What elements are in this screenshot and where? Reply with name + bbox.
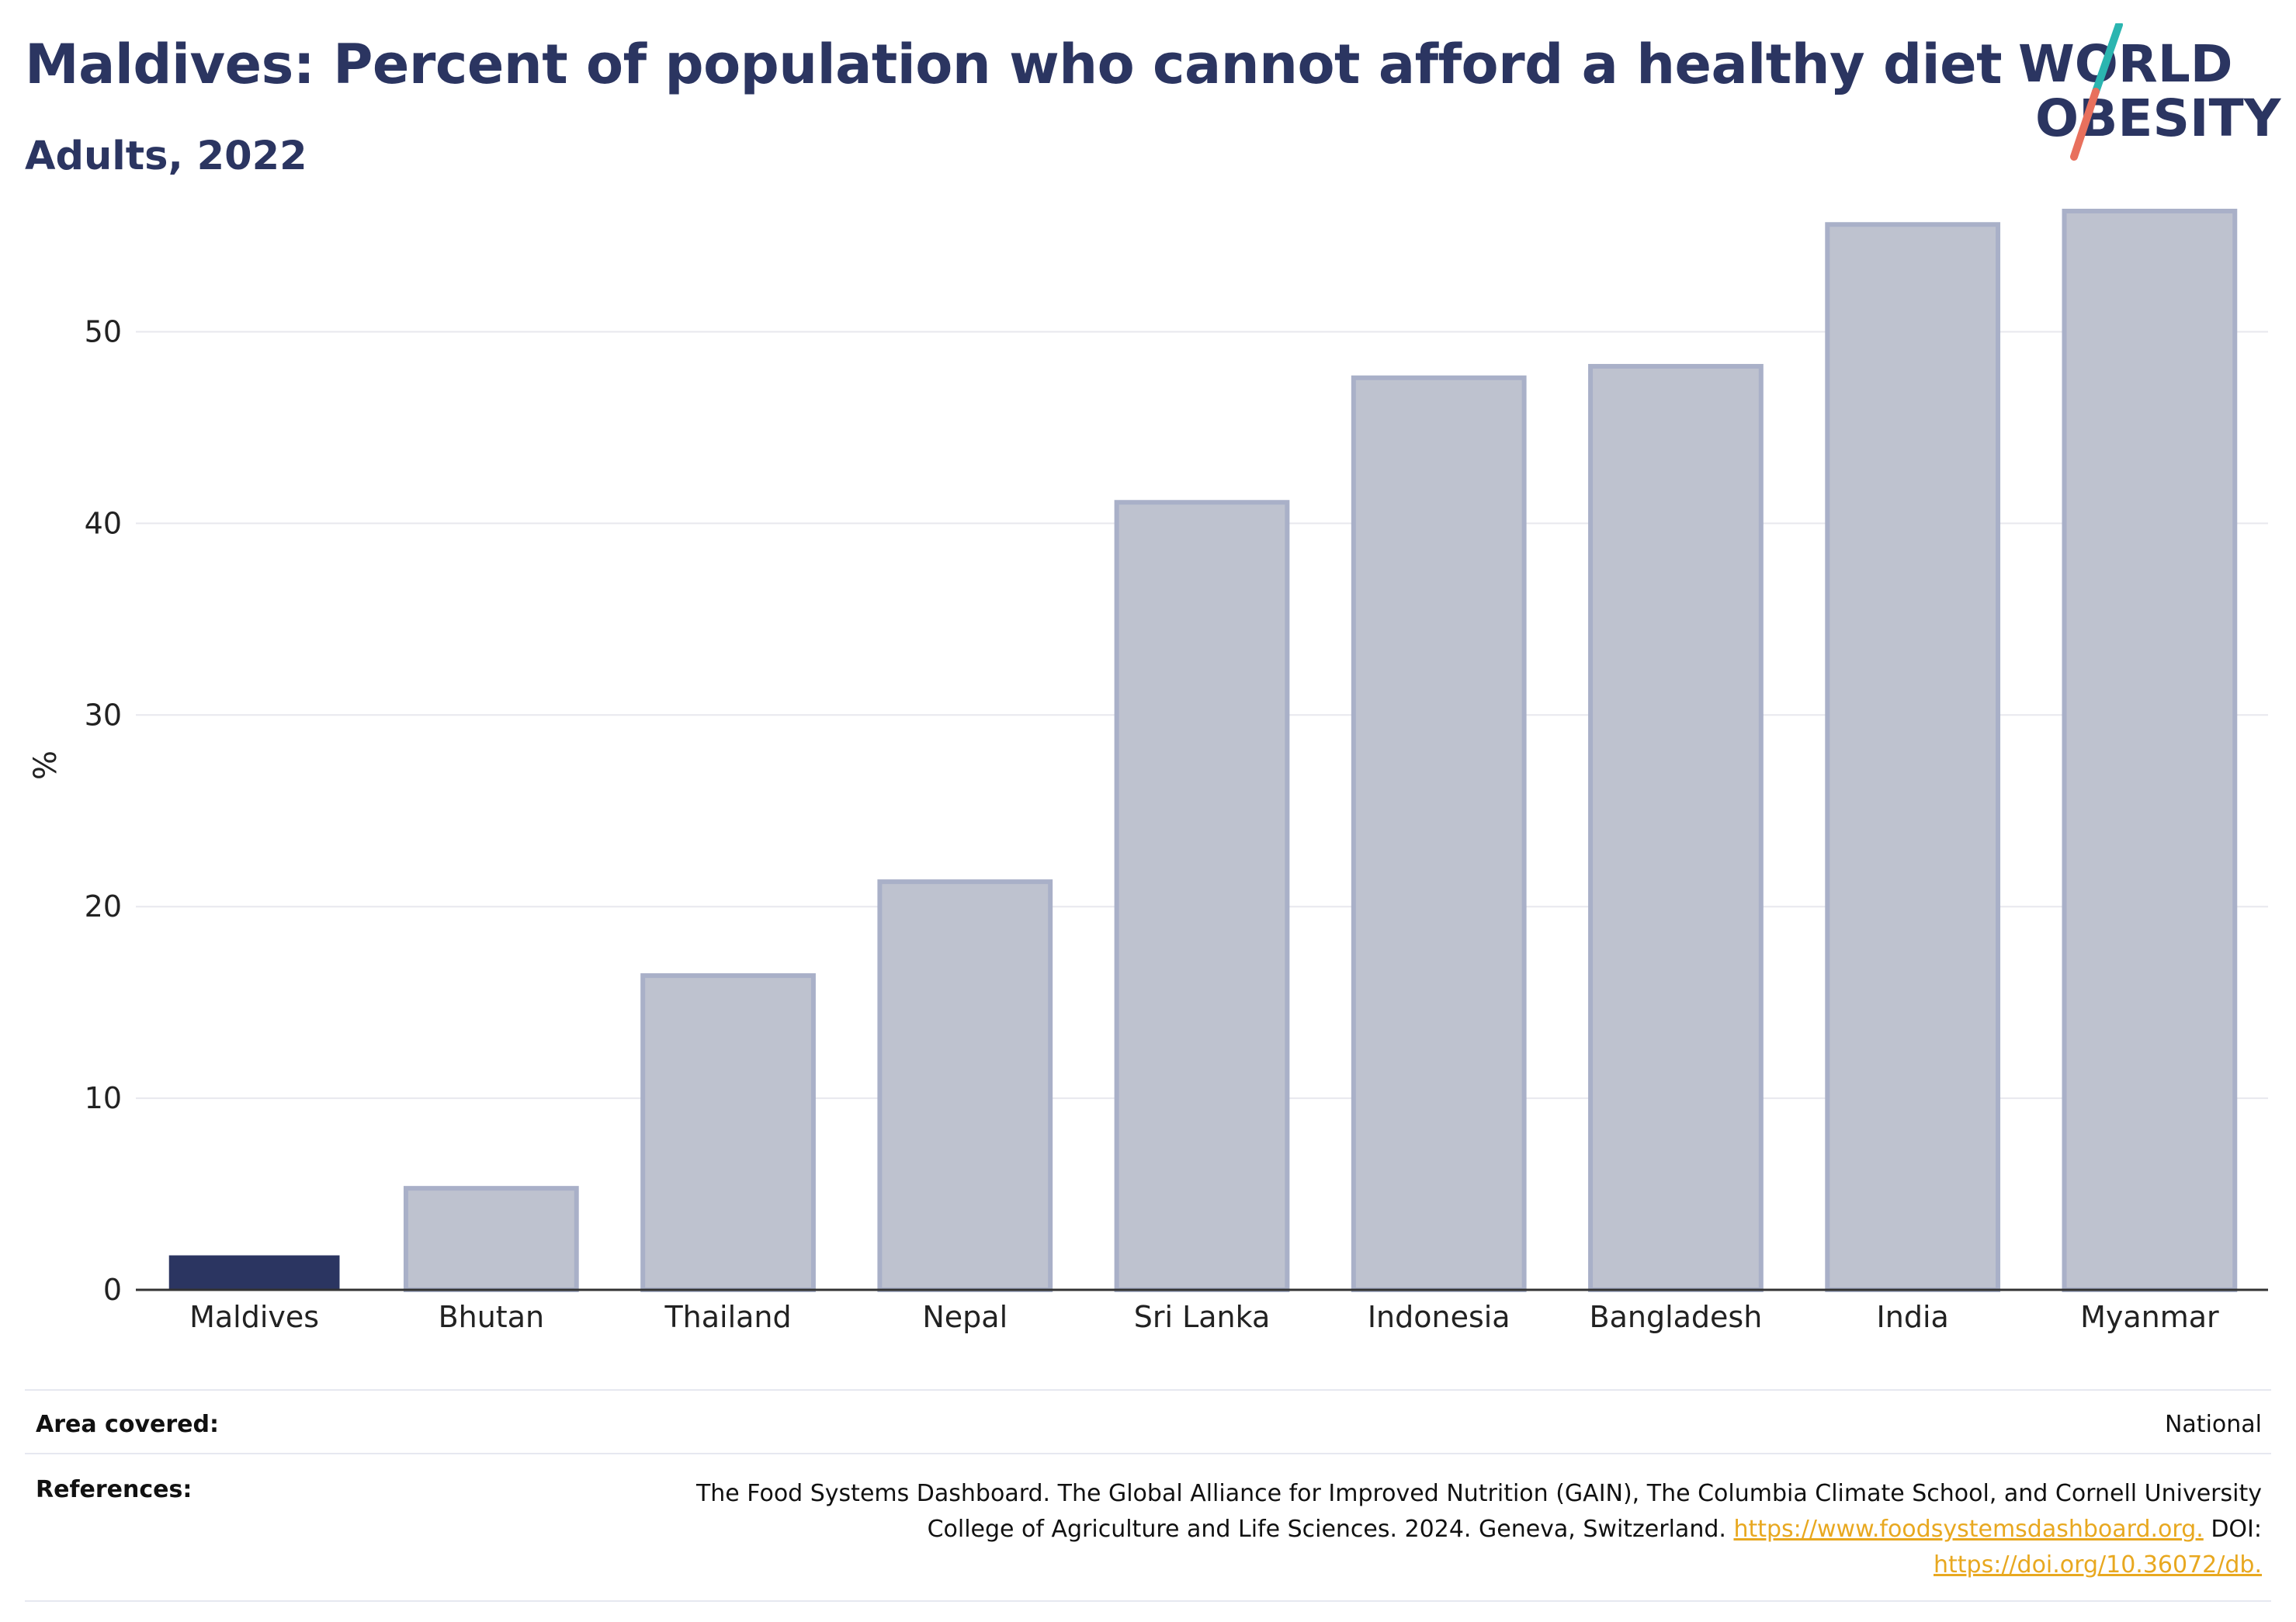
references-text: The Food Systems Dashboard. The Global A… [696,1476,2271,1583]
area-covered-label: Area covered: [36,1411,219,1438]
bar-thailand [640,973,816,1292]
references-line-2-text: College of Agriculture and Life Sciences… [927,1516,1726,1543]
bar-myanmar [2062,208,2238,1292]
x-category-label: Indonesia [1368,1300,1510,1334]
x-category-labels: Maldives Bhutan Thailand Nepal Sri Lanka Indo… [189,1300,2219,1334]
bar-chart: 0 10 20 30 40 50 Maldives Bhutan Thailand Nepal S… [28,208,2268,1334]
x-category-label: Thailand [664,1300,791,1334]
references-label: References: [36,1476,192,1503]
logo-slash-teal [2092,23,2123,95]
reference-link-dashboard[interactable]: https://www.foodsystemsdashboard.org. [1733,1516,2204,1543]
page-subtitle: Adults, 2022 [25,133,307,179]
x-category-label: Bhutan [439,1300,545,1334]
bar-sri-lanka [1114,500,1290,1292]
y-tick-labels: 0 10 20 30 40 50 [85,315,122,1307]
logo-word-world: WORLD [2018,34,2233,94]
y-tick-label: 50 [85,315,122,349]
logo-slash-coral [2070,88,2100,161]
reference-link-doi[interactable]: https://doi.org/10.36072/db. [1934,1551,2262,1579]
bar-nepal [877,879,1053,1292]
y-tick-label: 0 [103,1273,122,1307]
references-row: References: The Food Systems Dashboard. … [25,1453,2271,1602]
bar-maldives [168,1255,340,1290]
bar-bangladesh [1588,363,1764,1292]
y-tick-label: 40 [85,506,122,540]
x-category-label: Sri Lanka [1134,1300,1271,1334]
y-tick-label: 10 [85,1081,122,1115]
references-doi-label: DOI: [2211,1516,2262,1543]
references-line-3: https://doi.org/10.36072/db. [696,1547,2262,1583]
references-line-2: College of Agriculture and Life Sciences… [696,1512,2262,1547]
bars [168,208,2238,1293]
area-covered-value: National [2164,1411,2262,1438]
world-obesity-logo: WORLD OBESITY [2018,23,2282,161]
page-title: Maldives: Percent of population who cann… [25,33,2003,96]
chart-footer: Area covered: National References: The F… [25,1389,2271,1602]
x-category-label: Myanmar [2080,1300,2219,1334]
x-category-label: Bangladesh [1590,1300,1763,1334]
bar-indonesia [1351,375,1527,1292]
bar-bhutan [403,1186,579,1292]
y-tick-label: 30 [85,698,122,732]
y-axis-title: % [28,750,64,780]
x-category-label: Maldives [189,1300,319,1334]
area-covered-row: Area covered: National [25,1389,2271,1453]
references-line-1: The Food Systems Dashboard. The Global A… [695,1480,2262,1507]
x-category-label: India [1877,1300,1949,1334]
x-category-label: Nepal [922,1300,1008,1334]
bar-india [1825,222,2001,1293]
y-tick-label: 20 [85,889,122,924]
